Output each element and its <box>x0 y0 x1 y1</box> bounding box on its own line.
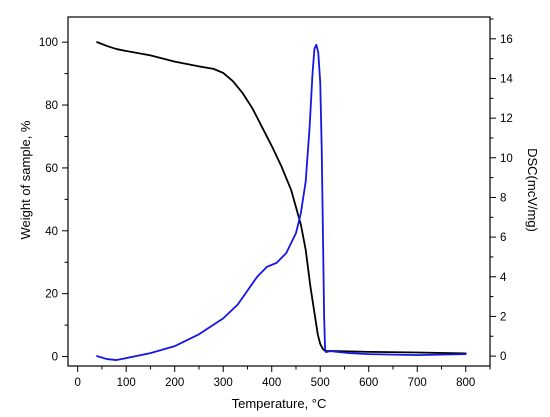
y-tick-label: 80 <box>45 100 58 112</box>
series-layer <box>96 41 467 361</box>
y-tick-label: 0 <box>52 352 58 364</box>
x-tick-label: 100 <box>117 377 136 389</box>
y-tick-label: 100 <box>39 37 58 49</box>
y2-tick-label: 0 <box>500 351 506 363</box>
ticks: 0 100 200 300 400 500 600 700 800 0 20 40 60 80 100 0 2 4… <box>39 18 513 389</box>
left-y-axis-title: Weight of sample, % <box>18 120 33 239</box>
weight-series-line <box>96 41 467 355</box>
y2-tick-label: 6 <box>500 232 506 244</box>
x-tick-label: 500 <box>311 377 330 389</box>
x-tick-label: 700 <box>408 377 427 389</box>
x-tick-label: 400 <box>262 377 281 389</box>
x-tick-label: 0 <box>74 377 80 389</box>
y-tick-label: 60 <box>45 163 58 175</box>
x-tick-label: 200 <box>165 377 184 389</box>
y2-tick-label: 8 <box>500 192 506 204</box>
y-tick-label: 20 <box>45 289 58 301</box>
plot-frame <box>67 16 491 367</box>
axes <box>67 16 491 367</box>
x-axis-title: Temperature, °C <box>232 396 327 411</box>
y2-tick-label: 14 <box>500 73 513 85</box>
x-tick-label: 300 <box>214 377 233 389</box>
y2-tick-label: 10 <box>500 153 513 165</box>
y2-tick-label: 12 <box>500 113 513 125</box>
y2-tick-label: 16 <box>500 34 513 46</box>
x-tick-label: 600 <box>359 377 378 389</box>
dsc-series-line <box>96 43 467 361</box>
x-tick-label: 800 <box>456 377 475 389</box>
y-tick-label: 40 <box>45 226 58 238</box>
y2-tick-label: 4 <box>500 272 507 284</box>
right-y-axis-title: DSC(mcV/mg) <box>525 148 540 232</box>
y2-tick-label: 2 <box>500 311 506 323</box>
